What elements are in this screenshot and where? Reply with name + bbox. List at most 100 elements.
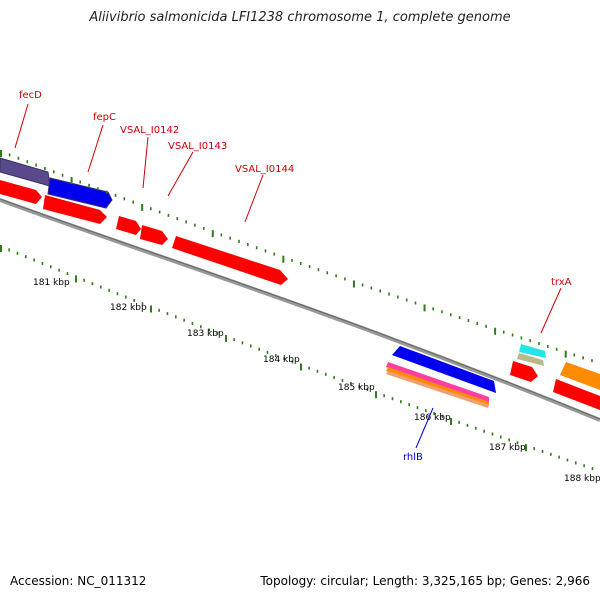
tick-minor [66,272,69,276]
tick-major [75,275,77,283]
rhlB-feature[interactable] [392,346,496,393]
tick-minor [41,261,44,265]
fecD-feature[interactable] [0,157,51,187]
tick-minor [483,429,485,433]
tick-minor [408,403,410,407]
tick-minor [266,350,269,354]
gene-label-rhlB[interactable]: rhlB [403,452,423,463]
tick-minor [316,369,319,373]
cds-arrow[interactable] [0,180,42,204]
tick-minor [16,251,19,255]
tick-minor [433,412,435,416]
tick-minor [241,341,244,345]
tick-minor [573,353,576,357]
tick-minor [575,461,577,465]
tick-minor [308,265,311,269]
gene-label-VSAL_I0144[interactable]: VSAL_I0144 [235,164,294,175]
tick-major [0,245,2,252]
VSAL_I0144-leader [244,174,264,223]
kbp-label-187: 187 kbp [489,443,526,453]
tick-minor [558,455,560,459]
tick-minor [35,163,37,167]
tick-minor [341,378,344,382]
gene-label-trxA[interactable]: trxA [551,277,572,288]
tick-major [375,391,377,399]
cds-arrow[interactable] [510,361,538,382]
tick-minor [533,447,535,451]
tick-minor [441,415,444,419]
tick-minor [458,316,461,320]
tick-minor [397,295,399,299]
tick-minor [500,435,502,439]
kbp-label-185: 185 kbp [338,383,375,393]
tick-minor [200,325,202,329]
tick-minor [133,298,135,302]
tick-major [70,177,73,185]
kbp-label-184: 184 kbp [263,355,300,365]
tick-minor [17,156,20,160]
tick-major [300,363,302,371]
tick-minor [255,246,258,250]
tick-minor [247,243,249,247]
kbp-label-181: 181 kbp [33,278,70,288]
cds-arrow[interactable] [140,225,168,245]
tick-minor [176,217,179,221]
tick-minor [467,319,470,323]
gene-label-VSAL_I0143[interactable]: VSAL_I0143 [168,141,227,152]
tick-minor [166,312,169,316]
cds-arrow[interactable] [116,216,141,235]
tan-stripe[interactable] [386,371,489,408]
tick-minor [591,467,594,471]
tick-minor [566,458,569,462]
tick-minor [344,277,346,281]
tick-minor [458,420,460,424]
VSAL_I0143-leader [167,151,194,197]
tick-minor [350,382,352,386]
cds-arrow[interactable] [172,236,288,285]
tick-minor [194,223,196,227]
tick-major [352,280,355,288]
tick-minor [475,426,477,430]
fecD-leader [14,103,29,149]
tick-minor [291,258,293,262]
cds-arrow[interactable] [553,379,600,410]
tick-row-inner [0,245,594,471]
pink-feature[interactable] [386,362,489,402]
tick-minor [216,331,219,335]
tick-minor [520,336,523,340]
tick-minor [25,255,27,259]
tick-minor [425,409,427,413]
tick-minor [141,302,144,306]
tick-major [450,417,452,425]
tan-feature[interactable] [517,353,544,366]
tick-minor [414,301,417,305]
tick-minor [582,356,584,360]
gene-label-fepC[interactable]: fepC [93,112,116,123]
tick-minor [291,360,294,364]
tick-major [141,203,144,211]
tick-minor [167,213,170,217]
tick-minor [158,308,160,312]
tick-minor [8,153,11,157]
tick-minor [432,307,434,311]
orange-feature[interactable] [560,362,600,390]
gene-label-fecD[interactable]: fecD [19,90,42,101]
cyan-feature[interactable] [519,344,546,358]
fepC-leader [87,124,104,173]
tick-minor [391,397,394,401]
tick-major [564,350,567,358]
tick-minor [58,268,60,272]
tick-minor [273,252,276,256]
cds-arrow[interactable] [43,195,107,224]
tick-minor [516,441,519,445]
orange-stripe[interactable] [386,367,489,405]
tick-minor [317,268,320,272]
tick-minor [233,338,235,342]
genome-backbone-shade [0,198,600,420]
accession-text: Accession: NC_011312 [10,574,147,588]
gene-label-VSAL_I0142[interactable]: VSAL_I0142 [120,125,179,136]
tick-major [282,255,285,263]
tick-minor [491,432,494,436]
tick-minor [508,438,510,442]
